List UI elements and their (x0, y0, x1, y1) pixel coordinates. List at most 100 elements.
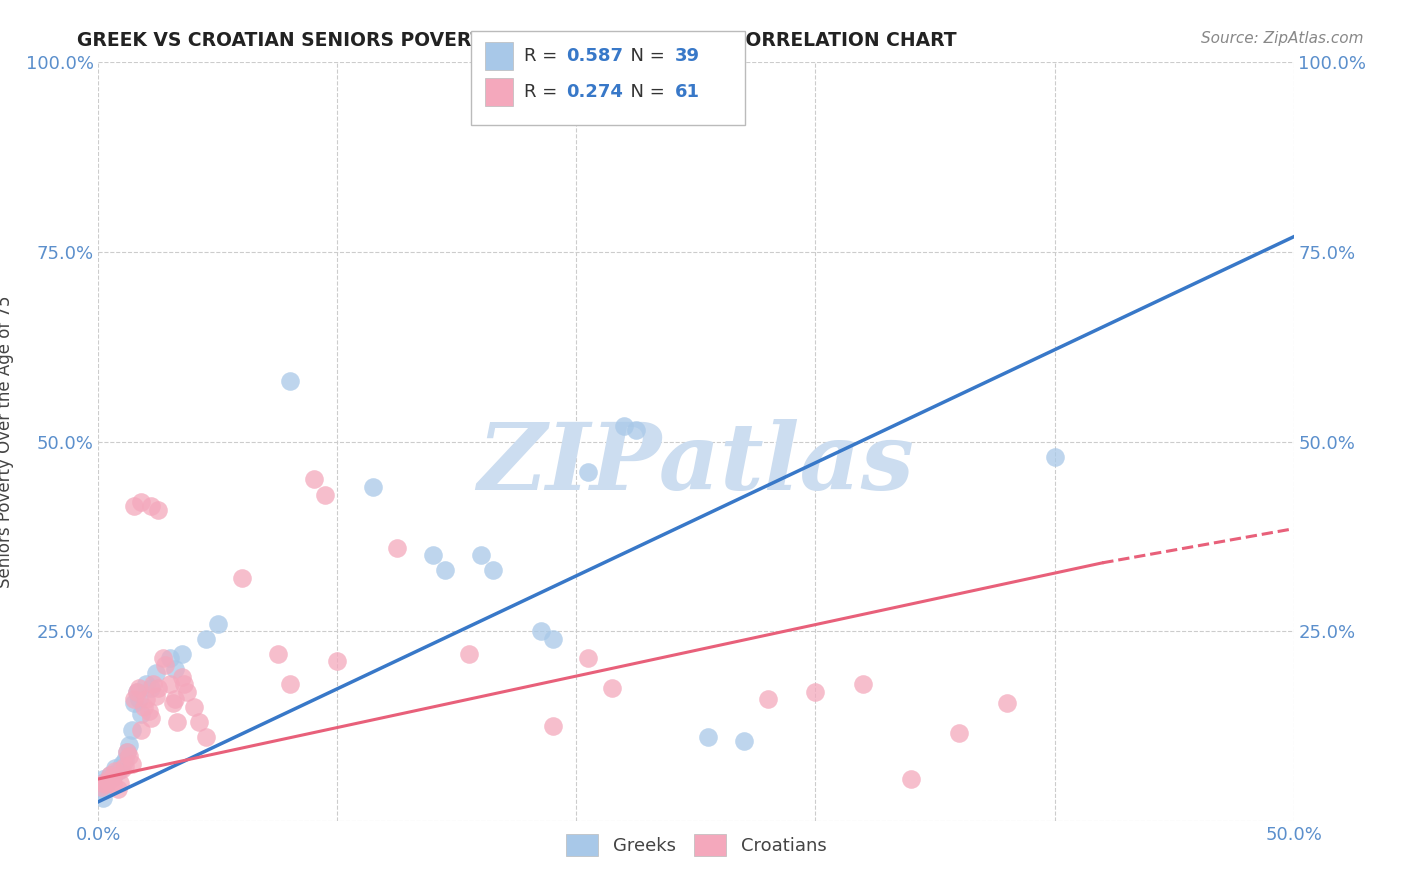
Point (107, 764, 129, 779)
Point (626, 423, 648, 437)
Text: R =: R = (524, 83, 564, 101)
Point (278, 374, 301, 388)
Point (541, 632, 564, 646)
Point (422, 548, 444, 563)
Point (90, 780, 112, 794)
Text: 0.587: 0.587 (567, 47, 624, 65)
Text: 0.274: 0.274 (567, 83, 623, 101)
Point (90, 780, 112, 794)
Point (148, 681, 170, 695)
Point (91, 772, 114, 786)
Point (578, 650, 600, 665)
Point (131, 707, 153, 722)
Text: R =: R = (524, 47, 564, 65)
Point (231, 571, 253, 585)
Point (101, 770, 124, 784)
Point (111, 762, 134, 776)
Point (101, 777, 124, 791)
Point (101, 770, 124, 784)
Point (115, 746, 138, 760)
Text: GREEK VS CROATIAN SENIORS POVERTY OVER THE AGE OF 75 CORRELATION CHART: GREEK VS CROATIAN SENIORS POVERTY OVER T… (77, 31, 957, 50)
Legend: Greeks, Croatians: Greeks, Croatians (557, 824, 835, 864)
Point (98, 772, 122, 786)
Point (195, 730, 218, 744)
Point (139, 681, 162, 695)
Point (128, 681, 150, 695)
Point (278, 677, 301, 691)
Text: N =: N = (619, 47, 671, 65)
Point (94, 777, 117, 791)
Point (315, 487, 337, 501)
Point (131, 723, 153, 737)
Y-axis label: Seniors Poverty Over the Age of 75: Seniors Poverty Over the Age of 75 (0, 295, 14, 588)
Point (135, 677, 157, 691)
Point (385, 541, 409, 555)
Point (804, 685, 827, 699)
Point (142, 677, 165, 691)
Point (756, 692, 779, 706)
Point (481, 564, 505, 578)
Point (948, 726, 970, 740)
Point (470, 548, 492, 563)
Point (541, 719, 564, 733)
Point (90, 783, 112, 797)
Point (114, 759, 136, 773)
Point (166, 715, 188, 730)
Point (124, 696, 146, 710)
Point (94, 777, 117, 791)
Point (145, 689, 167, 703)
Point (91, 776, 114, 790)
Point (125, 685, 148, 699)
Point (121, 756, 143, 771)
Text: ZIPatlas: ZIPatlas (478, 419, 914, 509)
Point (107, 781, 129, 796)
Text: 61: 61 (675, 83, 700, 101)
Point (155, 658, 177, 673)
Point (135, 692, 157, 706)
Point (172, 669, 194, 683)
Point (97, 774, 120, 789)
Point (91, 791, 114, 805)
Point (132, 699, 155, 714)
Point (613, 419, 636, 434)
Point (900, 772, 922, 786)
Text: Source: ZipAtlas.com: Source: ZipAtlas.com (1201, 31, 1364, 46)
Point (111, 756, 134, 771)
Point (302, 473, 325, 487)
Point (187, 715, 209, 730)
Point (697, 730, 720, 744)
Point (267, 647, 290, 661)
Point (363, 480, 385, 494)
Point (131, 495, 153, 509)
Point (195, 632, 218, 646)
Point (98, 768, 122, 782)
Point (602, 681, 624, 695)
Point (163, 692, 186, 706)
Point (852, 677, 875, 691)
Point (121, 723, 143, 737)
Point (98, 768, 122, 782)
Point (159, 677, 181, 691)
Point (148, 503, 170, 517)
Point (434, 564, 457, 578)
Text: N =: N = (619, 83, 671, 101)
Point (139, 499, 162, 513)
Point (104, 764, 127, 779)
Point (124, 692, 146, 706)
Point (1043, 450, 1066, 464)
Point (118, 738, 141, 752)
Point (176, 685, 198, 699)
Point (90, 776, 112, 790)
Point (97, 774, 120, 789)
Point (114, 753, 136, 767)
Point (578, 465, 600, 479)
Point (125, 685, 148, 699)
Point (733, 734, 755, 748)
Point (115, 746, 138, 760)
Point (145, 665, 167, 680)
Text: 39: 39 (675, 47, 700, 65)
Point (163, 662, 186, 676)
Point (530, 624, 553, 639)
Point (172, 647, 194, 661)
Point (326, 655, 349, 669)
